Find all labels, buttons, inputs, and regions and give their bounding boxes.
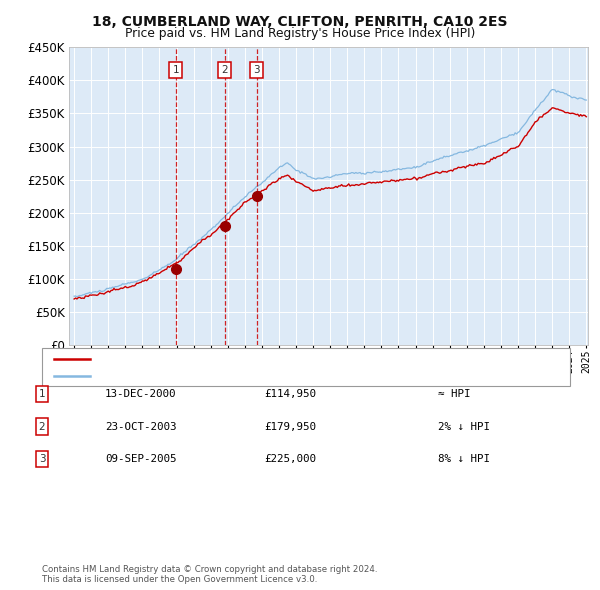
Text: 1: 1 <box>172 65 179 76</box>
Text: 3: 3 <box>38 454 46 464</box>
Text: This data is licensed under the Open Government Licence v3.0.: This data is licensed under the Open Gov… <box>42 575 317 584</box>
Text: 1: 1 <box>38 389 46 399</box>
Text: 3: 3 <box>253 65 260 76</box>
Text: £179,950: £179,950 <box>264 422 316 431</box>
Text: 2: 2 <box>38 422 46 431</box>
Text: HPI: Average price, detached house, Westmorland and Furness: HPI: Average price, detached house, West… <box>96 371 413 381</box>
Text: 2: 2 <box>221 65 228 76</box>
Text: 18, CUMBERLAND WAY, CLIFTON, PENRITH, CA10 2ES (detached house): 18, CUMBERLAND WAY, CLIFTON, PENRITH, CA… <box>96 354 459 364</box>
Text: Price paid vs. HM Land Registry's House Price Index (HPI): Price paid vs. HM Land Registry's House … <box>125 27 475 40</box>
Text: 13-DEC-2000: 13-DEC-2000 <box>105 389 176 399</box>
Text: Contains HM Land Registry data © Crown copyright and database right 2024.: Contains HM Land Registry data © Crown c… <box>42 565 377 574</box>
Text: 2% ↓ HPI: 2% ↓ HPI <box>438 422 490 431</box>
Text: £114,950: £114,950 <box>264 389 316 399</box>
Text: 8% ↓ HPI: 8% ↓ HPI <box>438 454 490 464</box>
Text: £225,000: £225,000 <box>264 454 316 464</box>
Text: ≈ HPI: ≈ HPI <box>438 389 470 399</box>
Text: 09-SEP-2005: 09-SEP-2005 <box>105 454 176 464</box>
Text: 18, CUMBERLAND WAY, CLIFTON, PENRITH, CA10 2ES: 18, CUMBERLAND WAY, CLIFTON, PENRITH, CA… <box>92 15 508 30</box>
Text: 23-OCT-2003: 23-OCT-2003 <box>105 422 176 431</box>
